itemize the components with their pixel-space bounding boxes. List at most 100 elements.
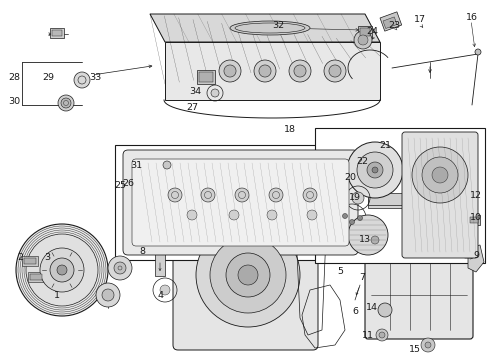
Text: 6: 6 (351, 307, 357, 316)
Bar (22, 256, 38, 266)
Text: 26: 26 (122, 179, 134, 188)
Text: 21: 21 (378, 140, 390, 149)
Text: 10: 10 (469, 213, 481, 222)
Circle shape (349, 220, 354, 225)
Text: 32: 32 (271, 21, 284, 30)
Circle shape (342, 213, 347, 219)
Circle shape (431, 167, 447, 183)
Text: 27: 27 (185, 104, 198, 112)
Circle shape (74, 72, 90, 88)
Polygon shape (467, 245, 483, 272)
Bar (357, 26, 371, 38)
Polygon shape (150, 14, 379, 42)
FancyBboxPatch shape (364, 195, 472, 339)
Circle shape (40, 248, 84, 292)
Bar (314, 128, 484, 263)
Circle shape (160, 285, 170, 295)
Circle shape (210, 89, 219, 97)
Bar (28, 272, 44, 282)
Circle shape (288, 60, 310, 82)
Circle shape (421, 157, 457, 193)
Circle shape (16, 224, 108, 316)
Circle shape (366, 162, 382, 178)
Circle shape (168, 188, 182, 202)
Circle shape (108, 256, 132, 280)
Circle shape (114, 262, 126, 274)
Circle shape (357, 35, 367, 45)
Text: 3: 3 (44, 253, 50, 262)
Circle shape (238, 265, 258, 285)
Text: 19: 19 (348, 194, 360, 202)
Bar (24, 258, 36, 264)
Text: 33: 33 (89, 73, 101, 82)
Text: 11: 11 (361, 330, 373, 339)
Text: 4: 4 (157, 291, 163, 300)
Text: 7: 7 (358, 274, 364, 283)
Circle shape (186, 210, 197, 220)
Text: 30: 30 (8, 98, 20, 107)
Text: 29: 29 (42, 73, 54, 82)
Circle shape (196, 223, 299, 327)
Text: 13: 13 (358, 235, 370, 244)
Bar (195, 200, 285, 214)
Bar (359, 28, 369, 36)
Circle shape (58, 95, 74, 111)
FancyBboxPatch shape (132, 159, 348, 246)
Bar (199, 72, 213, 82)
Circle shape (378, 332, 384, 338)
Circle shape (324, 60, 346, 82)
Circle shape (328, 65, 340, 77)
Circle shape (201, 188, 215, 202)
Circle shape (420, 338, 434, 352)
Circle shape (266, 210, 276, 220)
Circle shape (225, 253, 269, 297)
Circle shape (371, 167, 377, 173)
Text: 24: 24 (365, 27, 377, 36)
Bar (155, 238, 164, 276)
Bar (379, 12, 401, 31)
Circle shape (351, 192, 363, 204)
Polygon shape (164, 42, 379, 100)
Circle shape (303, 188, 316, 202)
FancyBboxPatch shape (123, 150, 357, 255)
Bar (469, 217, 477, 223)
Circle shape (353, 31, 371, 49)
Circle shape (293, 65, 305, 77)
Text: 2: 2 (17, 253, 23, 262)
Text: 15: 15 (408, 346, 420, 355)
Circle shape (375, 329, 387, 341)
Circle shape (411, 147, 467, 203)
Text: 31: 31 (130, 161, 142, 170)
Bar (467, 215, 479, 225)
Bar (197, 70, 215, 84)
Circle shape (259, 65, 270, 77)
Text: 16: 16 (465, 13, 477, 22)
Circle shape (224, 65, 236, 77)
Bar (115, 145, 364, 260)
Circle shape (356, 152, 392, 188)
Circle shape (209, 237, 285, 313)
Text: 18: 18 (284, 126, 295, 135)
Circle shape (474, 49, 480, 55)
Bar (367, 193, 469, 205)
Circle shape (268, 188, 283, 202)
Text: 28: 28 (8, 73, 20, 82)
Text: 14: 14 (365, 303, 377, 312)
Text: 23: 23 (387, 21, 399, 30)
Circle shape (366, 232, 382, 248)
Text: 25: 25 (114, 180, 126, 189)
Text: 20: 20 (343, 174, 355, 183)
FancyBboxPatch shape (173, 195, 317, 350)
Circle shape (61, 98, 71, 108)
Circle shape (306, 210, 316, 220)
Text: 8: 8 (139, 248, 145, 256)
FancyBboxPatch shape (401, 132, 477, 258)
Circle shape (212, 222, 231, 242)
Circle shape (370, 236, 378, 244)
Text: 34: 34 (188, 87, 201, 96)
Circle shape (357, 216, 362, 220)
Text: 9: 9 (472, 252, 478, 261)
Circle shape (253, 60, 275, 82)
Ellipse shape (229, 21, 309, 35)
Circle shape (96, 283, 120, 307)
